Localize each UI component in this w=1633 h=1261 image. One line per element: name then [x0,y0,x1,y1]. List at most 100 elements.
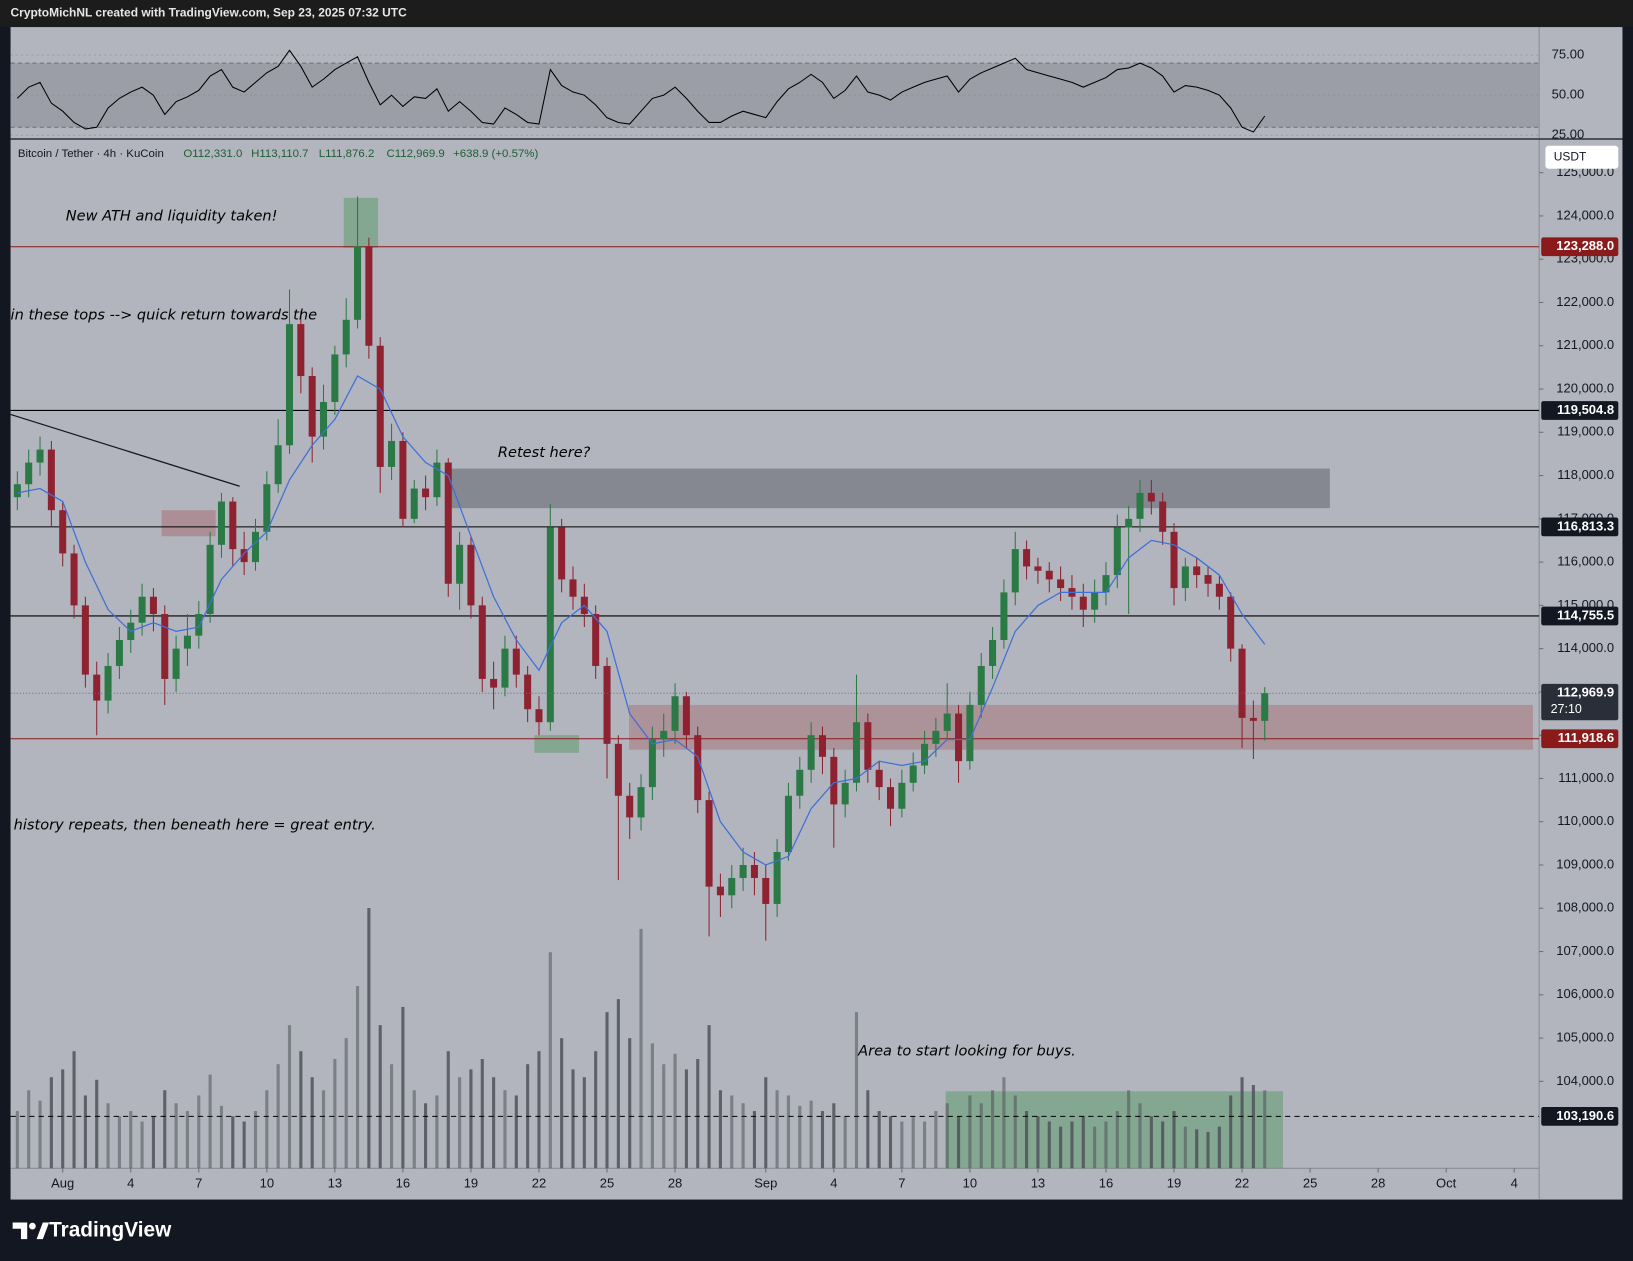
x-tick-label: 25 [1303,1175,1317,1190]
candle-body [728,877,736,896]
candle-body [342,319,350,355]
y-tick-label: 121,000.0 [1556,337,1614,352]
volume-bar [412,1090,416,1169]
footer: TradingView [12,1218,172,1241]
price-pane [10,196,1540,1117]
volume-bar [684,1069,688,1169]
candle-body [694,735,702,801]
volume-bar [1172,1111,1176,1169]
x-tick-label: 19 [1167,1175,1181,1190]
volume-box [945,1091,1283,1169]
y-tick-label: 107,000.0 [1556,943,1614,958]
volume-bar [832,1103,836,1169]
candle-body [1170,531,1178,589]
x-tick-label: 7 [195,1175,202,1190]
y-tick-label: 118,000.0 [1557,467,1614,482]
price-label-box [1541,729,1619,749]
volume-bar [854,1012,859,1169]
volume-bar [798,1105,802,1169]
volume-bar [741,1103,745,1169]
legend-close: C112,969.9 [386,148,444,160]
volume-bar [446,1051,450,1169]
volume-bar [1093,1126,1097,1169]
x-tick-label: 4 [1511,1175,1518,1190]
x-tick-label: 16 [1099,1175,1113,1190]
y-tick-label: 119,000.0 [1557,424,1614,439]
candle-body [1045,570,1053,580]
y-tick-label: 109,000.0 [1556,856,1614,871]
volume-bar [106,1103,110,1169]
volume-bar [151,1116,155,1169]
volume-bar [242,1121,246,1169]
volume-bar [548,952,552,1169]
volume-bar [922,1121,927,1169]
candle-body [875,769,883,788]
candle-body [183,635,191,649]
brand: TradingView [49,1218,172,1241]
annotation: Retest here? [498,444,591,461]
volume-bar [866,1090,870,1169]
candle-body [172,648,180,679]
volume-bar [662,1064,666,1169]
candle-body [1057,579,1065,589]
candle-body [864,722,872,770]
volume-bar [1013,1095,1017,1169]
candle-body [297,324,305,377]
candle-body [546,527,554,723]
candle-body [569,579,577,597]
volume-bar [1081,1116,1085,1169]
volume-bar [560,1038,564,1169]
volume-bar [219,1105,224,1169]
volume-bar [83,1095,87,1169]
sweep-box [534,735,580,753]
candle-body [331,354,339,403]
currency[interactable]: USDT [1554,149,1587,163]
currency-box[interactable] [1545,145,1619,169]
candle-body [943,713,951,731]
volume-bar [934,1111,938,1169]
candle-body [13,484,21,498]
volume-bar [673,1053,677,1169]
y-tick-label: 114,000.0 [1557,640,1614,655]
volume-bar [174,1103,178,1169]
candle-body [1091,592,1099,610]
volume-bar [276,1064,280,1169]
volume-bar [287,1025,292,1169]
x-tick-label: Oct [1436,1175,1457,1190]
volume-bar [1161,1121,1165,1169]
last-price-box [1541,683,1619,721]
candle-body [1227,596,1235,649]
y-tick-label: 122,000.0 [1556,294,1614,309]
volume-bar [469,1069,473,1169]
volume-bar [764,1077,768,1169]
volume-bar [1115,1111,1119,1169]
volume-bar [945,1103,949,1169]
y-tick-label: 124,000.0 [1556,207,1614,222]
volume-bar [140,1121,144,1169]
annotation: Area to start looking for buys. [857,1043,1076,1060]
candle-body [977,665,985,705]
candle-body [660,730,668,740]
candle-body [705,800,713,887]
logo-part [29,1222,36,1230]
candle-body [1079,596,1087,610]
candle-body [1000,592,1008,640]
volume-bar [639,928,643,1169]
candle-body [81,605,89,675]
candle-body [1125,518,1133,528]
volume-bar [38,1100,42,1169]
price-label: 123,288.0 [1556,238,1614,253]
volume-bar [95,1079,99,1169]
candle-body [535,709,543,723]
candle-body [750,865,758,878]
candle-body [422,488,430,498]
volume-bar [696,1058,700,1169]
y-tick-label: 105,000.0 [1556,1030,1614,1045]
candle-body [365,246,373,346]
x-tick-label: 22 [1235,1175,1249,1190]
volume-bar [61,1069,65,1169]
volume-bar [1036,1116,1040,1169]
x-tick-label: 4 [830,1175,837,1190]
rsi-tick-label: 75.00 [1552,47,1585,62]
